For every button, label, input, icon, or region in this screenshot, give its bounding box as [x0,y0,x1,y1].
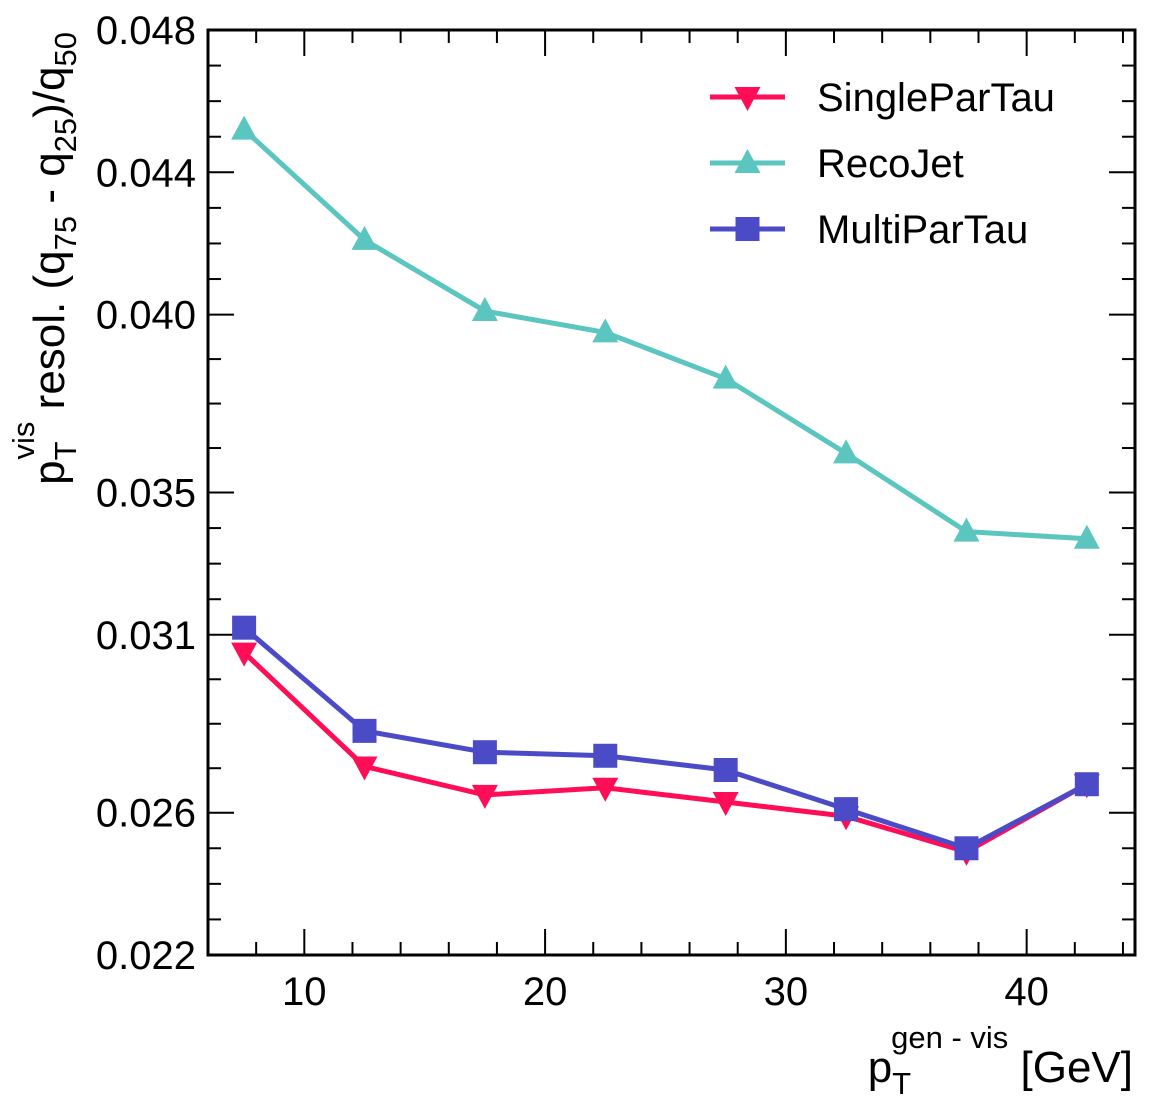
y-tick-label: 0.022 [96,934,196,978]
x-tick-label: 20 [523,970,568,1014]
y-tick-label: 0.031 [96,614,196,658]
data-point [471,297,498,322]
data-point [351,225,378,250]
legend-label: RecoJet [817,142,964,186]
y-tick-label: 0.040 [96,294,196,338]
series-multipartau [232,615,1099,861]
series-recojet [231,115,1100,549]
chart-series [231,115,1100,866]
y-tick-label: 0.048 [96,9,196,53]
data-point [351,756,378,781]
data-point [953,517,980,542]
data-point [231,642,258,667]
data-point [712,792,739,817]
data-point [592,777,619,802]
legend-label: MultiParTau [817,208,1028,252]
y-tick-label: 0.044 [96,151,196,195]
data-point [1074,772,1099,797]
x-tick-label: 40 [1004,970,1049,1014]
axis-ticks: 10 20 30 40 0.022 0.026 0.031 0.035 0.040 0.044 0.… [96,9,1135,1014]
data-point [232,615,257,640]
legend-entry: SingleParTau [710,76,1055,120]
x-tick-label: 30 [764,970,809,1014]
data-point [833,439,860,464]
legend-marker [734,87,761,111]
data-point [593,743,618,768]
data-point [592,318,619,343]
series-line [242,625,1089,851]
legend-marker [734,149,761,173]
axis-labels: pTgen - vis [GeV] pTvis resol. (q75 - q25… [6,32,1133,1101]
legend-entry: MultiParTau [710,208,1028,252]
legend-entry: RecoJet [710,142,964,186]
y-axis-label: pTvis resol. (q75 - q25)/q50 [6,32,83,485]
legend-label: SingleParTau [817,76,1055,120]
data-point [472,740,497,765]
series-line [242,127,1087,542]
data-point [231,115,258,140]
legend: SingleParTau RecoJet MultiParTau [710,76,1055,252]
y-tick-label: 0.035 [96,472,196,516]
legend-marker [735,217,760,241]
data-point [352,718,377,743]
data-point [1073,524,1100,549]
x-axis-label: pTgen - vis [GeV] [868,1020,1133,1101]
y-tick-label: 0.026 [96,792,196,836]
x-tick-label: 10 [282,970,327,1014]
data-point [954,836,979,861]
plot-frame [206,28,1137,957]
data-point [712,364,739,389]
series-line [242,650,1089,855]
data-point [834,797,859,822]
data-point [713,758,738,782]
data-point [471,784,498,809]
series-singlepartau [231,642,1100,866]
